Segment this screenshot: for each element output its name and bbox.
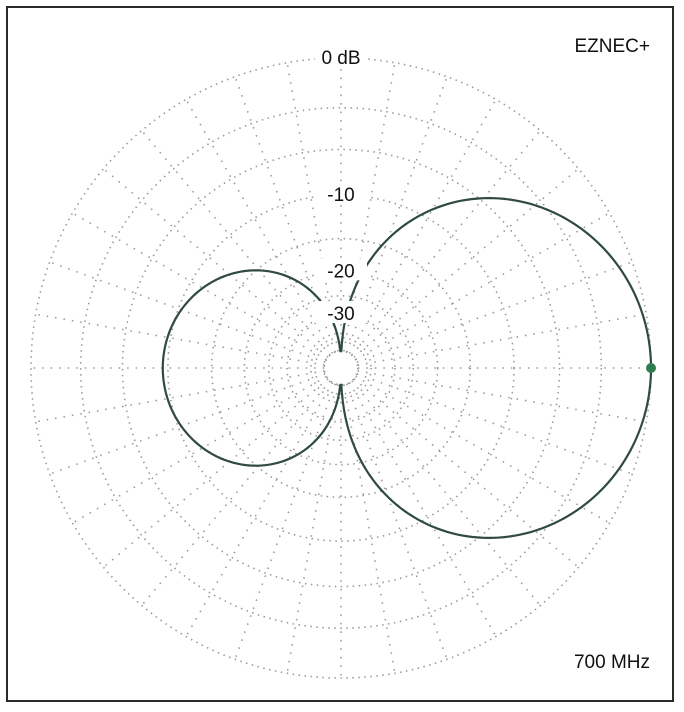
grid-radial-190 <box>35 370 325 423</box>
grid-radial-120 <box>185 99 334 354</box>
grid-radial-230 <box>141 380 331 606</box>
grid-ring-9 <box>323 350 359 386</box>
grid-radial-340 <box>356 373 633 475</box>
pattern-trace <box>161 197 653 539</box>
grid-radial-350 <box>357 370 647 423</box>
grid-radial-210 <box>72 375 327 524</box>
ring-label-bg-1 <box>315 181 367 204</box>
grid-ring-8 <box>310 337 372 399</box>
grid-radial-290 <box>346 383 448 660</box>
grid-ring-2 <box>121 148 561 588</box>
ring-label-1: -10 <box>327 185 354 206</box>
grid-radial-260 <box>286 384 339 674</box>
grid-radial-200 <box>49 373 326 475</box>
brand-label: EZNEC+ <box>574 36 651 57</box>
grid-ring-7 <box>286 313 396 423</box>
grid-radial-60 <box>348 99 497 354</box>
grid-ring-4 <box>210 237 472 499</box>
frequency-label: 700 MHz <box>573 652 650 673</box>
grid-radial-20 <box>356 261 633 363</box>
grid-radial-10 <box>357 313 647 366</box>
grid-radial-280 <box>343 384 396 674</box>
grid-radial-50 <box>351 130 541 356</box>
grid-ring-3 <box>167 194 515 542</box>
grid-radial-320 <box>353 378 579 568</box>
ring-label-3: -30 <box>327 304 354 325</box>
ring-label-2: -20 <box>327 261 354 282</box>
ring-label-bg-0 <box>315 45 367 67</box>
grid-ring-0 <box>30 57 652 679</box>
grid-radial-250 <box>234 383 336 660</box>
ring-label-bg-2 <box>315 258 367 281</box>
max-gain-marker <box>646 363 656 373</box>
grid-radial-140 <box>103 168 329 358</box>
grid-radial-170 <box>35 313 325 366</box>
grid-radial-240 <box>185 382 334 637</box>
grid-radial-40 <box>353 168 579 358</box>
grid-radial-130 <box>141 130 331 356</box>
grid-radial-150 <box>72 212 327 361</box>
grid-ring-1 <box>79 106 603 630</box>
grid-radial-310 <box>351 380 541 606</box>
grid-radial-160 <box>49 261 326 363</box>
grid-ring-6 <box>267 294 415 442</box>
plot-frame: 0 dB -10 -20 -30 EZNEC+ 700 MHz <box>6 6 674 702</box>
polar-plot: 0 dB -10 -20 -30 <box>30 45 656 679</box>
grid-radial-220 <box>103 378 329 568</box>
ring-label-bg-3 <box>315 301 367 324</box>
grid-ring-5 <box>243 270 439 466</box>
ring-label-0: 0 dB <box>321 48 360 69</box>
